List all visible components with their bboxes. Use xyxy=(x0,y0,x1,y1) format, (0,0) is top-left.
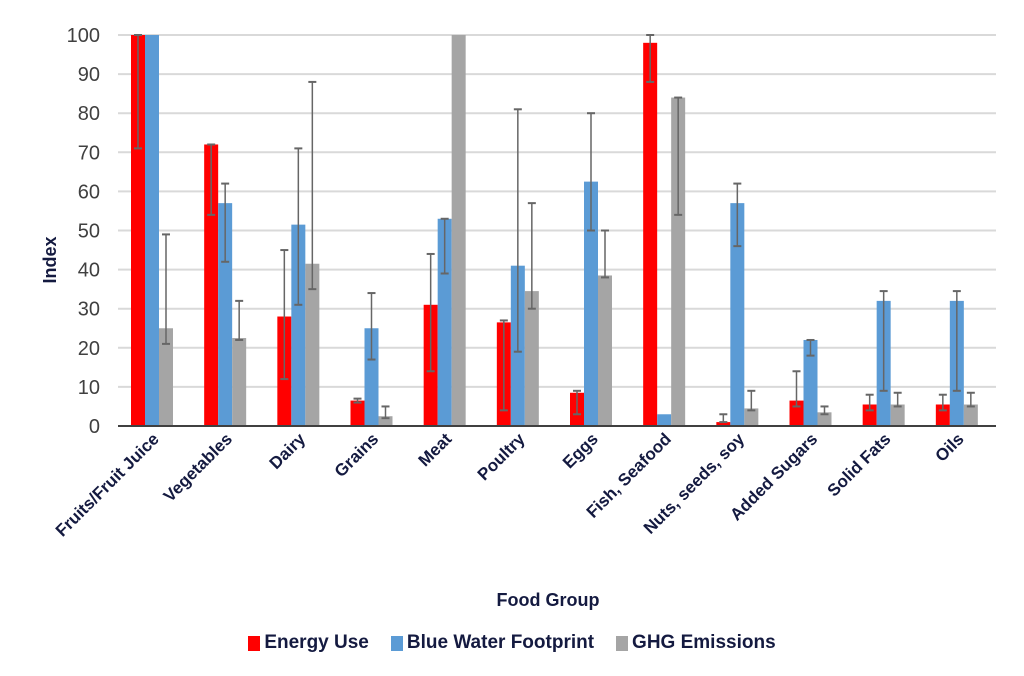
bar-ghg-emissions xyxy=(232,338,247,426)
bar-blue-water-footprint xyxy=(584,181,598,426)
bar-ghg-emissions xyxy=(159,328,173,426)
y-tick-label: 0 xyxy=(89,416,100,438)
x-tick-label: Grains xyxy=(331,429,383,481)
y-tick-label: 20 xyxy=(78,338,100,360)
y-tick-label: 70 xyxy=(78,142,100,164)
bar-ghg-emissions xyxy=(671,97,686,426)
legend-label: Energy Use xyxy=(264,632,369,653)
x-axis-title: Food Group xyxy=(497,590,600,610)
bar-energy-use xyxy=(350,400,365,426)
bars xyxy=(131,35,978,427)
y-tick-label: 30 xyxy=(78,299,100,321)
bar-ghg-emissions xyxy=(598,275,612,426)
bar-energy-use xyxy=(131,35,145,426)
bar-ghg-emissions xyxy=(744,408,759,426)
bar-ghg-emissions xyxy=(378,416,393,426)
bar-blue-water-footprint xyxy=(657,414,672,426)
y-tick-label: 80 xyxy=(78,103,100,125)
y-axis-ticks: 0 10 20 30 40 50 60 70 80 90 100 xyxy=(67,25,100,438)
y-tick-label: 50 xyxy=(78,221,100,243)
x-tick-label: Meat xyxy=(415,429,456,470)
x-tick-label: Poultry xyxy=(474,429,529,484)
legend-label: GHG Emissions xyxy=(632,632,776,653)
x-tick-label: Oils xyxy=(932,429,968,465)
y-tick-label: 90 xyxy=(78,64,100,86)
legend-swatch-ghg-emissions xyxy=(616,635,629,651)
legend-item-blue-water-footprint: Blue Water Footprint xyxy=(390,632,595,654)
x-tick-label: Fruits/Fruit Juice xyxy=(52,429,163,540)
legend-item-ghg-emissions: GHG Emissions xyxy=(616,632,776,654)
bar-ghg-emissions xyxy=(963,404,978,426)
legend-swatch-energy-use xyxy=(248,635,261,651)
bar-blue-water-footprint xyxy=(730,203,745,426)
x-tick-label: Vegetables xyxy=(160,429,236,505)
x-tick-label: Dairy xyxy=(266,429,310,473)
bar-ghg-emissions xyxy=(890,404,905,426)
bar-blue-water-footprint xyxy=(364,328,379,426)
bar-blue-water-footprint xyxy=(145,35,159,426)
bar-ghg-emissions xyxy=(817,412,832,426)
legend-swatch-blue-water-footprint xyxy=(390,635,403,651)
bar-energy-use xyxy=(716,422,731,426)
bar-blue-water-footprint xyxy=(218,203,233,426)
y-axis-title: Index xyxy=(40,236,60,283)
bar-ghg-emissions xyxy=(524,291,539,426)
legend: Energy Use Blue Water Footprint GHG Emis… xyxy=(0,632,1024,654)
x-tick-label: Eggs xyxy=(559,429,602,472)
bar-ghg-emissions xyxy=(305,263,320,426)
bar-energy-use xyxy=(643,42,658,426)
bar-blue-water-footprint xyxy=(291,224,306,426)
bar-blue-water-footprint xyxy=(803,339,818,426)
bar-ghg-emissions xyxy=(451,35,466,426)
legend-item-energy-use: Energy Use xyxy=(248,632,369,654)
legend-label: Blue Water Footprint xyxy=(406,632,595,653)
y-tick-label: 100 xyxy=(67,25,100,47)
bar-blue-water-footprint xyxy=(437,218,452,426)
x-tick-label: Solid Fats xyxy=(824,429,895,500)
y-tick-label: 10 xyxy=(78,377,100,399)
gridlines xyxy=(118,34,996,388)
y-tick-label: 40 xyxy=(78,260,100,282)
error-bars xyxy=(134,34,975,424)
y-tick-label: 60 xyxy=(78,181,100,203)
